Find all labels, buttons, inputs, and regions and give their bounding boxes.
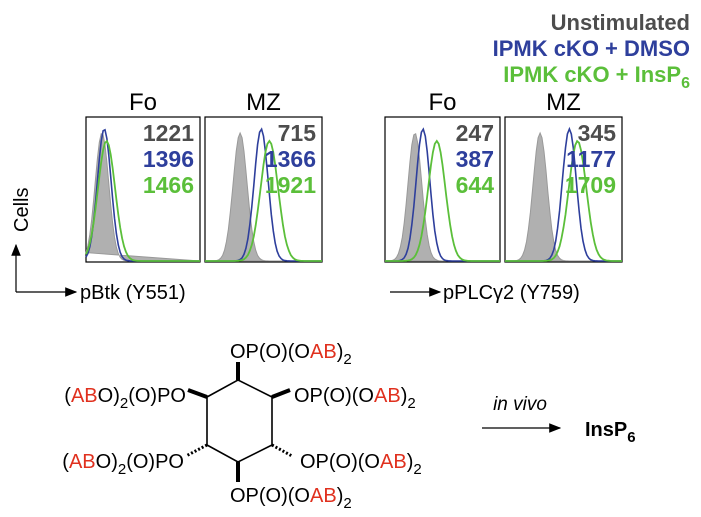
substituent-part: 2 <box>413 461 421 478</box>
substituent: (ABO)2(O)PO <box>62 451 184 478</box>
mfi-value: 1221 <box>143 120 194 146</box>
x-axis-label: pBtk (Y551) <box>80 282 186 304</box>
panel-title: Fo <box>129 89 157 116</box>
substituent-part: ( <box>62 451 69 473</box>
substituent: OP(O)(OAB)2 <box>300 451 422 478</box>
substituent-part: AB <box>310 485 337 507</box>
y-axis-label: Cells <box>11 188 33 232</box>
substituent-part: AB <box>310 341 337 363</box>
reaction-condition: in vivo <box>493 394 547 415</box>
mfi-value: 644 <box>456 172 495 198</box>
substituent-part: ) <box>337 485 344 507</box>
mfi-value: 387 <box>456 146 494 172</box>
ring <box>185 362 293 482</box>
substituent: OP(O)(OAB)2 <box>230 341 352 368</box>
histogram-insp6 <box>85 139 200 262</box>
mfi-value: 715 <box>278 120 317 146</box>
panel-frame <box>504 116 623 263</box>
mfi-value: 1709 <box>565 172 616 198</box>
legend-entry: IPMK cKO + InsP6 <box>503 62 690 92</box>
substituent-part: 2 <box>343 495 351 512</box>
legend-entry: IPMK cKO + DMSO <box>493 36 690 61</box>
substituent-part: ) <box>337 341 344 363</box>
substituent-part: 2 <box>120 395 128 412</box>
product-text: InsP <box>585 419 627 441</box>
panel-frame <box>204 116 323 263</box>
panel-title: Fo <box>428 89 456 116</box>
substituent-part: OP(O)(O <box>300 451 380 473</box>
substituent-part: O) <box>96 451 118 473</box>
substituent-part: ) <box>401 385 408 407</box>
substituent-part: AB <box>374 385 401 407</box>
panel-frame <box>85 116 201 263</box>
legend-subscript: 6 <box>681 75 690 92</box>
substituent-part: O) <box>98 385 120 407</box>
legend-text: Unstimulated <box>551 10 690 35</box>
substituent: OP(O)(OAB)2 <box>230 485 352 512</box>
substituent-part: AB <box>380 451 407 473</box>
substituent-part: (O)PO <box>126 451 184 473</box>
mfi-value: 1366 <box>265 146 316 172</box>
panel-title: MZ <box>546 89 581 116</box>
panel-frame <box>384 116 501 263</box>
substituent-part: AB <box>71 385 98 407</box>
mfi-value: 247 <box>456 120 494 146</box>
product-subscript: 6 <box>627 429 635 446</box>
mfi-value: 1921 <box>265 172 316 198</box>
legend-entry: Unstimulated <box>551 10 690 35</box>
substituent-part: ) <box>407 451 414 473</box>
legend-text: IPMK cKO + DMSO <box>493 36 690 61</box>
mfi-value: 345 <box>578 120 617 146</box>
product: InsP6 <box>585 419 636 446</box>
substituent-part: OP(O)(O <box>230 485 310 507</box>
panel-title: MZ <box>246 89 281 116</box>
substituent-part: 2 <box>118 461 126 478</box>
histogram-insp6 <box>205 139 322 262</box>
substituent-part: 2 <box>407 395 415 412</box>
mfi-value: 1396 <box>143 146 194 172</box>
substituent-part: 2 <box>343 351 351 368</box>
substituent-part: (O)PO <box>128 385 186 407</box>
substituent: OP(O)(OAB)2 <box>294 385 416 412</box>
histogram-insp6 <box>385 139 500 262</box>
substituent: (ABO)2(O)PO <box>64 385 186 412</box>
substituent-part: AB <box>69 451 96 473</box>
legend-text: IPMK cKO + InsP <box>503 62 681 87</box>
mfi-value: 1177 <box>566 146 616 172</box>
substituent-part: OP(O)(O <box>294 385 374 407</box>
histogram-insp6 <box>505 139 622 262</box>
substituent-part: ( <box>64 385 71 407</box>
mfi-value: 1466 <box>143 172 194 198</box>
x-axis-label: pPLCγ2 (Y759) <box>443 282 580 304</box>
substituent-part: OP(O)(O <box>230 341 310 363</box>
